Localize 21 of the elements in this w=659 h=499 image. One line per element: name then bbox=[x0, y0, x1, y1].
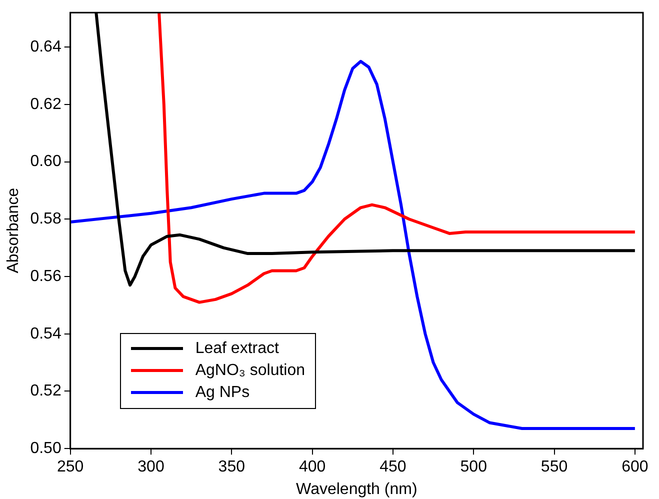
legend-label: AgNO₃ solution bbox=[195, 360, 306, 381]
y-tick-label: 0.58 bbox=[30, 210, 62, 228]
x-tick-label: 300 bbox=[138, 458, 164, 476]
y-tick-label: 0.62 bbox=[30, 96, 62, 113]
x-tick-label: 500 bbox=[460, 458, 488, 476]
x-tick-label: 250 bbox=[56, 458, 84, 476]
x-tick-label: 400 bbox=[298, 458, 326, 476]
y-tick-label: 0.52 bbox=[30, 382, 62, 400]
y-tick-label: 0.56 bbox=[30, 268, 62, 285]
y-tick-label: 0.54 bbox=[30, 325, 62, 342]
legend-label: Ag NPs bbox=[195, 382, 250, 403]
x-axis-title: Wavelength (nm) bbox=[296, 480, 418, 498]
x-tick-label: 450 bbox=[380, 458, 406, 476]
x-tick-label: 550 bbox=[540, 458, 568, 476]
legend-label: Leaf extract bbox=[195, 338, 279, 359]
y-tick-label: 0.60 bbox=[30, 153, 62, 170]
x-tick-label: 600 bbox=[622, 458, 648, 476]
y-tick-label: 0.64 bbox=[30, 38, 62, 56]
y-tick-label: 0.50 bbox=[30, 440, 62, 458]
y-axis-title: Absorbance bbox=[5, 188, 22, 274]
x-tick-label: 350 bbox=[218, 458, 246, 476]
